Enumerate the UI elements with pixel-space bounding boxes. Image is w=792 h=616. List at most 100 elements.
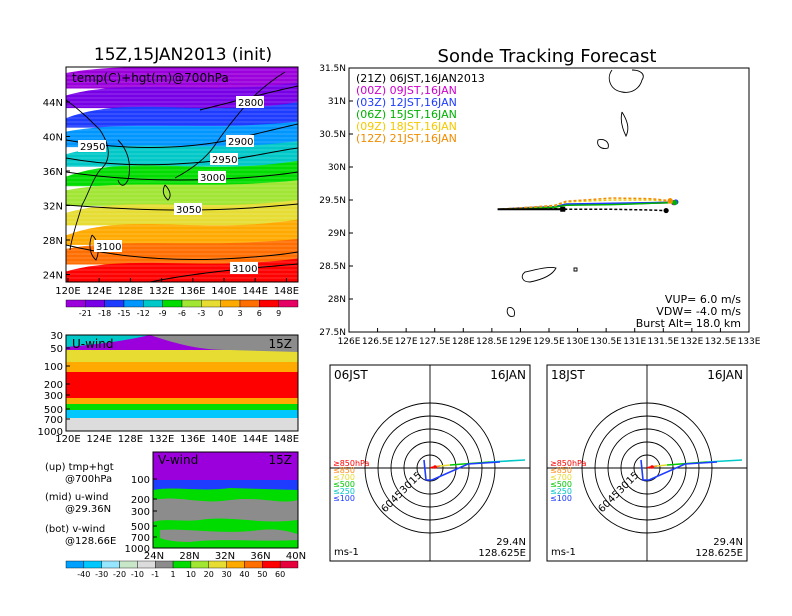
hodo-trace: [640, 459, 718, 481]
track-x-label: 127E: [395, 337, 418, 347]
uwind-x-label: 124E: [86, 434, 111, 445]
colorbar-label: -18: [98, 309, 111, 318]
uwind-x-label: 140E: [211, 434, 236, 445]
uwind-y-label: 300: [44, 391, 63, 402]
contour-label: 2950: [80, 142, 105, 153]
track-legend-entry: (12Z) 21JST,16JAN: [356, 132, 457, 145]
uwind-y-label: 500: [44, 405, 63, 416]
track-info: VUP= 6.0 m/s VDW= -4.0 m/s Burst Alt= 18…: [636, 293, 742, 330]
hodo-surface-point: [433, 465, 437, 469]
contour-3100-south: [149, 263, 298, 282]
track-legend-entry: (21Z) 06JST,16JAN2013: [356, 72, 485, 85]
lat-tick-label: 36N: [43, 167, 63, 178]
colorbar-swatch: [104, 299, 125, 308]
uwind-x-label: 136E: [180, 434, 205, 445]
track-endpoint-0: [663, 207, 669, 214]
vwind-colorbar-label: 10: [186, 570, 196, 579]
lat-tick-label: 40N: [43, 133, 63, 144]
lon-tick-label: 140E: [211, 286, 236, 297]
uwind-x-label: 148E: [274, 434, 299, 445]
vwind-colorbar-swatch: [101, 560, 120, 569]
track-x-label: 132E: [680, 337, 703, 347]
hodo-lat: 29.4N: [713, 537, 743, 548]
hodo-trace: [439, 464, 451, 467]
hodo-level-label: ≤100: [550, 494, 572, 503]
contour-labels: 2800 2950 2900 2950 3000 3050 3100 3100: [78, 96, 264, 275]
colorbar-swatch: [181, 299, 202, 308]
track-y-ticks: 31.5N 31N 30.5N 30N 29.5N 29N 28.5N 28N 27.5N: [319, 64, 353, 338]
vwind-y-label: 1000: [125, 544, 150, 555]
contour-label-bg: [230, 262, 258, 274]
colorbar-label: 3: [237, 309, 242, 318]
vwind-blue: [153, 480, 298, 490]
info-vdw: VDW= -4.0 m/s: [656, 305, 741, 318]
uwind-y-label: 100: [44, 362, 63, 373]
vwind-y-label: 300: [131, 507, 150, 518]
vwind-colorbar-label: -40: [77, 570, 90, 579]
vwind-colorbar-swatch: [190, 560, 209, 569]
track-y-label: 30.5N: [319, 130, 346, 140]
coast-japan: [174, 71, 286, 179]
vwind-colorbar: -40 -30 -20 -10 -1 1 10 20 30 40 50 60: [65, 560, 299, 579]
track-y-label: 29N: [328, 229, 346, 239]
track-x-ticks: 126E 126.5E 127E 127.5E 128E 128.5E 129E 129.5E…: [338, 328, 761, 347]
hodo-lon: 128.625E: [695, 548, 743, 559]
uwind-band-5: [66, 404, 298, 412]
lon-tick-label: 124E: [86, 286, 111, 297]
uwind-label: U-wind: [72, 337, 113, 351]
contour-label: 2900: [228, 137, 253, 148]
hodo-time-right: 16JAN: [707, 368, 743, 382]
lon-tick-label: 144E: [242, 286, 267, 297]
track-line-5: [499, 197, 671, 210]
contour-3050: [66, 203, 298, 211]
contour-label-bg: [210, 153, 238, 165]
vwind-colorbar-swatch: [226, 560, 245, 569]
track-x-label: 128.5E: [476, 337, 508, 347]
track-x-label: 132.5E: [705, 337, 737, 347]
vwind-colorbar-swatch: [279, 560, 299, 569]
track-y-label: 31.5N: [319, 64, 346, 74]
colorbar-swatch: [65, 299, 86, 308]
uwind-y-label: 50: [50, 344, 63, 355]
track-endpoint-5: [667, 198, 673, 204]
hodo-trace: [429, 466, 434, 469]
track-series: [497, 197, 679, 214]
vwind-colorbar-label: 40: [239, 570, 249, 579]
hodo-lat: 29.4N: [496, 537, 526, 548]
colorbar-swatch: [278, 299, 299, 308]
hodo-level-label: ≤850: [550, 466, 572, 475]
contour-label: 2950: [212, 155, 237, 166]
vwind-colorbar-swatch: [119, 560, 138, 569]
track-x-label: 131E: [623, 337, 646, 347]
uwind-y-label: 1000: [38, 427, 63, 438]
uwind-frame: [65, 334, 299, 432]
map-frame: [65, 66, 299, 283]
colorbar-label: -9: [159, 309, 167, 318]
track-x-label: 126.5E: [362, 337, 394, 347]
vwind-colorbar-swatch: [244, 560, 263, 569]
hodo-trace: [423, 459, 501, 481]
contour-label: 3100: [232, 264, 257, 275]
note-bot-2: @128.66E: [65, 536, 116, 547]
note-up-2: @700hPa: [65, 474, 112, 485]
contour-label-bg: [78, 140, 106, 152]
map-lon-ticks: 120E 124E 128E 132E 136E 140E 144E 148E: [55, 278, 299, 297]
map-colorbar: -21 -18 -15 -12 -9 -6 -3 0 3 6 9: [65, 299, 299, 318]
vwind-colorbar-swatch: [83, 560, 102, 569]
vwind-x-label: 40N: [286, 551, 306, 562]
vwind-colorbar-swatch: [65, 560, 85, 569]
vwind-colorbar-swatch: [262, 560, 281, 569]
vwind-gray-2: [160, 529, 298, 542]
info-burst: Burst Alt= 18.0 km: [636, 317, 741, 330]
vwind-colorbar-swatch: [137, 560, 156, 569]
track-x-label: 127.5E: [419, 337, 451, 347]
track-x-label: 131.5E: [648, 337, 680, 347]
track-legend-entry: (09Z) 18JST,16JAN: [356, 120, 457, 133]
uwind-band-4: [66, 398, 298, 406]
vwind-colorbar-swatch: [155, 560, 174, 569]
note-bot-1: (bot) v-wind: [45, 524, 105, 535]
map-lat-ticks: 44N 40N 36N 32N 28N 24N: [43, 98, 70, 282]
